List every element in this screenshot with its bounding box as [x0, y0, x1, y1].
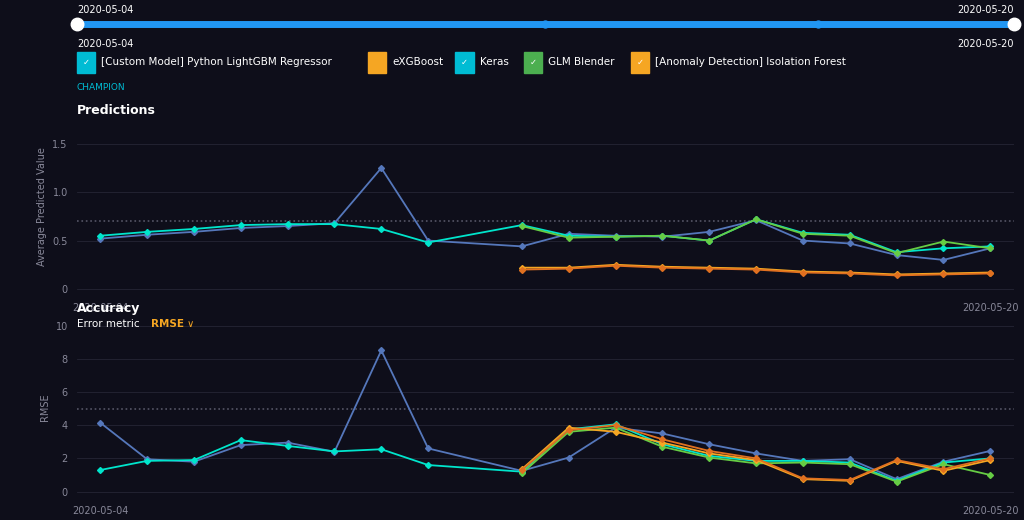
- Text: [Anomaly Detection] Isolation Forest: [Anomaly Detection] Isolation Forest: [655, 57, 846, 68]
- Text: 2020-05-04: 2020-05-04: [77, 5, 133, 15]
- Text: RMSE: RMSE: [151, 319, 183, 329]
- Text: Accuracy: Accuracy: [77, 302, 140, 315]
- Text: 2020-05-20: 2020-05-20: [957, 39, 1014, 49]
- Text: ✓: ✓: [83, 58, 89, 67]
- Text: 2020-05-20: 2020-05-20: [957, 5, 1014, 15]
- Y-axis label: Average Predicted Value: Average Predicted Value: [37, 147, 47, 266]
- Text: ✓: ✓: [636, 58, 643, 67]
- Text: GLM Blender: GLM Blender: [549, 57, 615, 68]
- Text: ∨: ∨: [184, 319, 195, 329]
- Text: eXGBoost: eXGBoost: [392, 57, 443, 68]
- Text: CHAMPION: CHAMPION: [77, 83, 125, 92]
- Text: 2020-05-04: 2020-05-04: [77, 39, 133, 49]
- Y-axis label: RMSE: RMSE: [40, 393, 50, 421]
- Text: ✓: ✓: [461, 58, 468, 67]
- Text: Predictions: Predictions: [77, 104, 156, 117]
- Text: ✓: ✓: [529, 58, 537, 67]
- Text: Keras: Keras: [480, 57, 509, 68]
- Text: Error metric: Error metric: [77, 319, 142, 329]
- Text: [Custom Model] Python LightGBM Regressor: [Custom Model] Python LightGBM Regressor: [101, 57, 332, 68]
